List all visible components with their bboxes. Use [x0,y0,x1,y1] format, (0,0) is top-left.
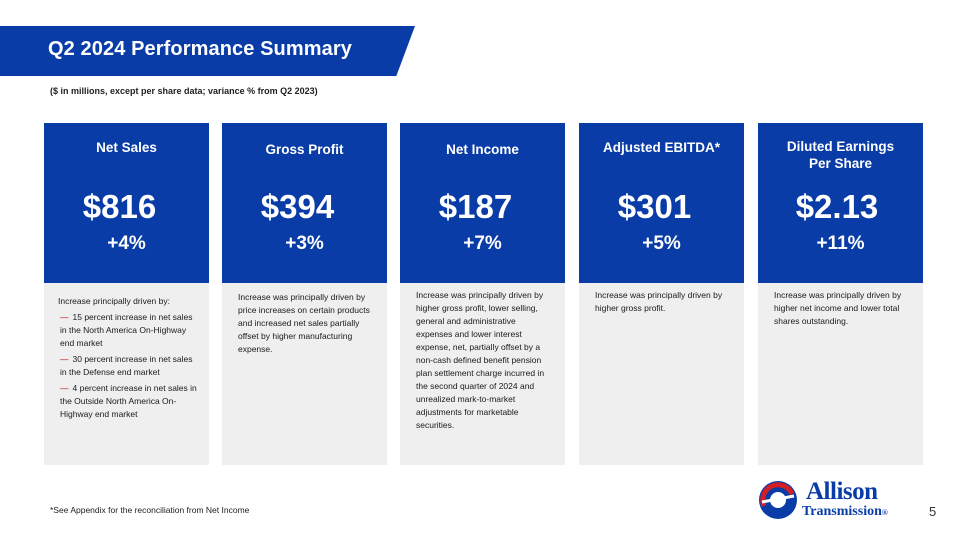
net-income-title: Net Income [446,142,519,157]
footnote: *See Appendix for the reconciliation fro… [50,505,250,515]
gross-profit-description: Increase was principally driven by price… [222,283,387,465]
net-sales-bullet-1: —15 percent increase in net sales in the… [60,312,193,348]
logo-word-transmission: Transmission® [802,504,888,519]
diluted-eps-variance: +11% [816,233,865,254]
gross-profit-value: $394 [260,188,335,225]
dash-icon: — [60,312,69,322]
net-income-variance: +7% [463,233,502,254]
net-sales-intro: Increase principally driven by: [58,296,170,306]
gross-profit-title: Gross Profit [265,142,344,157]
net-sales-description: Increase principally driven by: —15 perc… [44,283,209,465]
adjusted-ebitda-card-header: Adjusted EBITDA* $301 +5% [579,123,744,283]
diluted-eps-title: Diluted Earnings Per Share [786,139,895,171]
diluted-eps-value: $2.13 [795,188,879,225]
page-subtitle: ($ in millions, except per share data; v… [50,86,318,96]
gross-profit-card-header: Gross Profit $394 +3% [222,123,387,283]
adjusted-ebitda-variance: +5% [642,233,681,254]
logo-word-allison: Allison [806,478,878,505]
adjusted-ebitda-value: $301 [617,188,692,225]
adjusted-ebitda-description: Increase was principally driven by highe… [579,283,744,465]
dash-icon: — [60,354,69,364]
net-sales-card-header: Net Sales $816 +4% [44,123,209,283]
diluted-eps-description: Increase was principally driven by highe… [758,283,923,465]
net-income-value: $187 [438,188,513,225]
allison-emblem-icon [759,481,797,519]
diluted-eps-card-header: Diluted Earnings Per Share $2.13 +11% [758,123,923,283]
adjusted-ebitda-title: Adjusted EBITDA* [602,140,720,155]
net-income-description: Increase was principally driven by highe… [400,283,565,465]
net-sales-variance: +4% [107,233,146,254]
net-sales-bullet-3: —4 percent increase in net sales in the … [60,383,197,419]
title-banner [0,26,415,76]
net-sales-title: Net Sales [96,140,157,155]
net-sales-bullet-2: —30 percent increase in net sales in the… [60,354,193,377]
allison-logo: Allison Transmission® [756,478,916,522]
net-income-card-header: Net Income $187 +7% [400,123,565,283]
gross-profit-variance: +3% [285,233,324,254]
dash-icon: — [60,383,69,393]
page-title: Q2 2024 Performance Summary [48,38,352,60]
net-sales-value: $816 [82,188,157,225]
page-number: 5 [929,504,937,519]
